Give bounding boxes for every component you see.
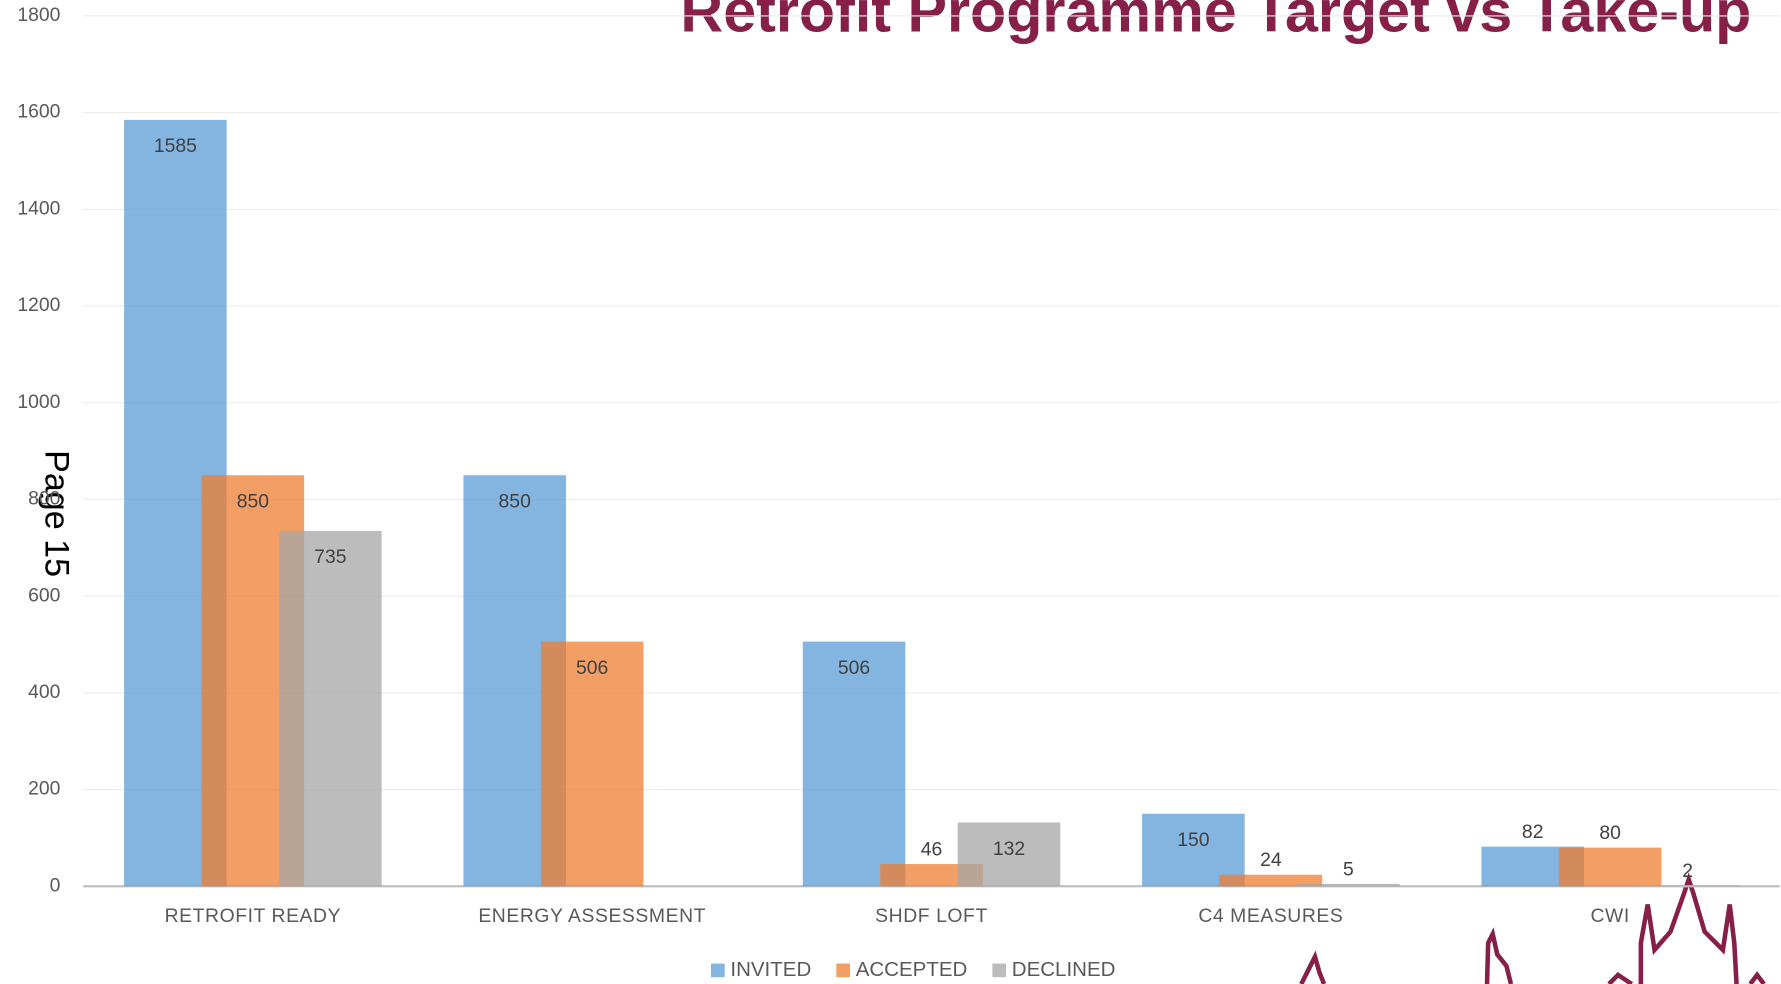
value-label: 150 bbox=[1177, 829, 1209, 851]
legend-swatch bbox=[992, 964, 1006, 978]
value-label: 132 bbox=[993, 838, 1025, 860]
x-tick-label: CWI bbox=[1591, 905, 1630, 927]
y-tick-label: 200 bbox=[28, 778, 60, 800]
legend-swatch bbox=[711, 964, 725, 978]
value-label: 735 bbox=[314, 546, 346, 568]
value-label: 82 bbox=[1522, 821, 1544, 843]
value-label: 5 bbox=[1343, 858, 1354, 880]
legend-label: INVITED bbox=[730, 958, 811, 981]
value-label: 850 bbox=[237, 491, 269, 513]
y-tick-label: 1400 bbox=[17, 197, 60, 219]
y-tick-label: 400 bbox=[28, 681, 60, 703]
value-label: 2 bbox=[1682, 860, 1693, 882]
bar bbox=[279, 531, 382, 886]
value-label: 506 bbox=[576, 657, 608, 679]
y-tick-label: 800 bbox=[28, 488, 60, 510]
value-label: 46 bbox=[921, 839, 943, 861]
y-tick-label: 1200 bbox=[17, 294, 60, 316]
x-tick-label: RETROFIT READY bbox=[165, 905, 341, 927]
value-label: 1585 bbox=[154, 135, 197, 157]
legend-label: ACCEPTED bbox=[856, 958, 968, 981]
value-label: 80 bbox=[1599, 822, 1621, 844]
page: {"chart_data": {"type": "bar", "title": … bbox=[0, 0, 1781, 984]
chart-title: Retrofit Programme Target vs Take-up bbox=[680, 0, 1751, 44]
x-tick-label: C4 MEASURES bbox=[1198, 905, 1343, 927]
chart: Retrofit Programme Target vs Take-up Pag… bbox=[0, 0, 1781, 984]
y-tick-label: 0 bbox=[50, 874, 61, 896]
logo bbox=[1301, 879, 1764, 984]
y-tick-label: 1600 bbox=[17, 101, 60, 123]
bar bbox=[1297, 884, 1400, 886]
x-tick-label: SHDF LOFT bbox=[875, 905, 988, 927]
value-label: 24 bbox=[1260, 849, 1282, 871]
bar bbox=[1636, 885, 1739, 886]
y-tick-label: 600 bbox=[28, 584, 60, 606]
bar bbox=[1559, 848, 1662, 887]
value-label: 850 bbox=[499, 491, 531, 513]
legend-swatch bbox=[836, 964, 850, 978]
x-tick-label: ENERGY ASSESSMENT bbox=[478, 905, 706, 927]
y-tick-label: 1000 bbox=[17, 391, 60, 413]
legend-label: DECLINED bbox=[1012, 958, 1116, 981]
page-label: Page 15 bbox=[38, 450, 76, 577]
y-tick-label: 1800 bbox=[17, 4, 60, 26]
value-label: 506 bbox=[838, 657, 870, 679]
